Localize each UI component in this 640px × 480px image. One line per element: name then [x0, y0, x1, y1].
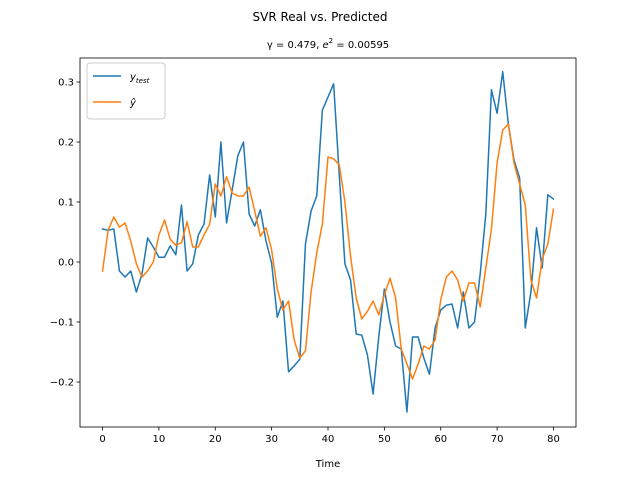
x-tick-label: 10	[153, 434, 166, 445]
y-tick-label: 0.3	[58, 78, 74, 89]
x-tick-label: 0	[99, 434, 105, 445]
subtitle-value: = 0.00595	[333, 40, 389, 51]
y-tick-label: 0.1	[58, 198, 74, 209]
series-line-y-hat	[101, 123, 555, 380]
chart-subtitle: γ = 0.479, e2 = 0.00595	[267, 37, 389, 51]
legend-box	[86, 62, 166, 120]
legend-label-y-hat: ŷ	[129, 97, 137, 109]
subtitle-exponent: 2	[329, 37, 333, 45]
axes: 0 10 20 30 40 50 60 70 80 −0.2 −0.1 0.0 0.1 0.2 0.3	[50, 57, 577, 445]
x-axis-label: Time	[315, 459, 340, 470]
y-tick-label: 0.2	[58, 138, 74, 149]
subtitle-gamma: γ = 0.479,	[267, 40, 323, 51]
x-tick-label: 60	[434, 434, 447, 445]
x-tick-label: 50	[378, 434, 391, 445]
x-tick-label: 70	[491, 434, 504, 445]
legend: ytest ŷ	[86, 62, 166, 120]
x-tick-label: 20	[209, 434, 222, 445]
y-tick-label: 0.0	[58, 258, 74, 269]
series-line-y-test	[101, 71, 555, 413]
legend-y-main: y	[129, 72, 137, 83]
legend-label-y-test: ytest	[129, 72, 150, 85]
chart-title: SVR Real vs. Predicted	[253, 10, 388, 24]
x-tick-label: 30	[265, 434, 278, 445]
x-tick-label: 40	[322, 434, 335, 445]
y-tick-label: −0.1	[50, 318, 74, 329]
x-tick-label: 80	[547, 434, 560, 445]
y-tick-label: −0.2	[50, 378, 74, 389]
plot-lines	[101, 71, 555, 413]
subtitle-e: e	[322, 40, 328, 51]
legend-y-sub: test	[136, 77, 150, 85]
